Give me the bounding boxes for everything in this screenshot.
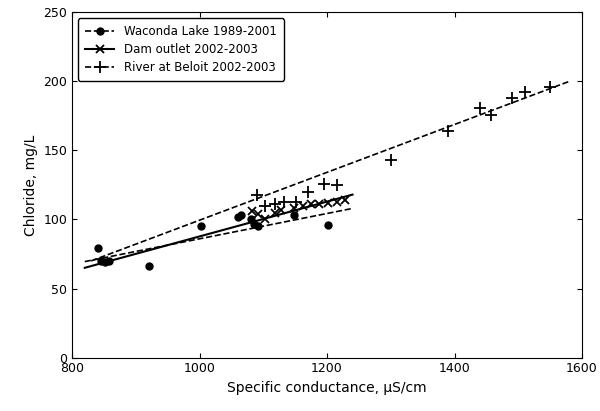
Y-axis label: Chloride, mg/L: Chloride, mg/L — [24, 134, 38, 236]
X-axis label: Specific conductance, μS/cm: Specific conductance, μS/cm — [227, 381, 427, 395]
Legend: Waconda Lake 1989-2001, Dam outlet 2002-2003, River at Beloit 2002-2003: Waconda Lake 1989-2001, Dam outlet 2002-… — [78, 18, 284, 81]
